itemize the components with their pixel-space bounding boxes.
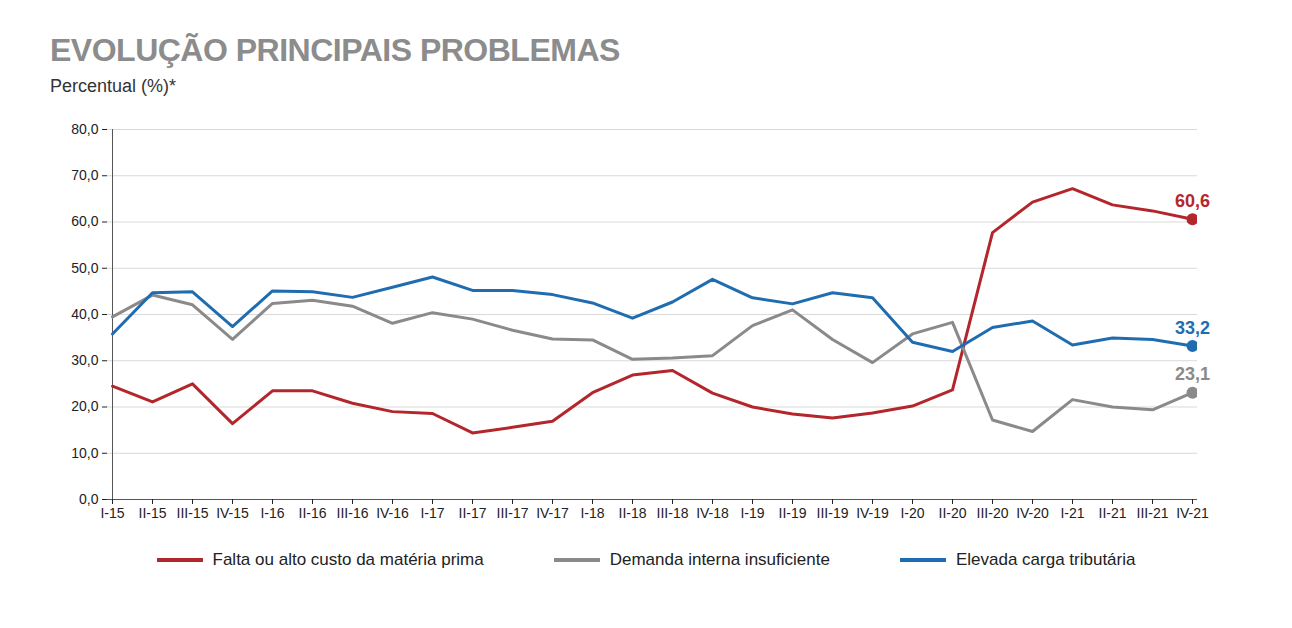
svg-text:IV-16: IV-16 <box>376 505 409 521</box>
svg-text:II-21: II-21 <box>1098 505 1126 521</box>
svg-text:I-15: I-15 <box>100 505 124 521</box>
svg-text:IV-18: IV-18 <box>696 505 729 521</box>
svg-text:II-15: II-15 <box>138 505 166 521</box>
html-text:Demanda interna insuficiente: Demanda interna insuficiente <box>609 550 830 569</box>
svg-text:20,0: 20,0 <box>71 398 98 414</box>
svg-text:III-15: III-15 <box>177 505 209 521</box>
svg-text:III-16: III-16 <box>337 505 369 521</box>
svg-text:IV-20: IV-20 <box>1016 505 1049 521</box>
svg-text:II-18: II-18 <box>618 505 646 521</box>
svg-text:33,2: 33,2 <box>1175 318 1210 338</box>
svg-text:30,0: 30,0 <box>71 352 98 368</box>
svg-text:III-21: III-21 <box>1137 505 1169 521</box>
svg-text:IV-19: IV-19 <box>856 505 889 521</box>
svg-text:III-17: III-17 <box>497 505 529 521</box>
svg-text:70,0: 70,0 <box>71 167 98 183</box>
html-text:Elevada carga tributária: Elevada carga tributária <box>955 550 1136 569</box>
html-text:Percentual (%)*: Percentual (%)* <box>50 76 177 96</box>
svg-text:IV-17: IV-17 <box>536 505 569 521</box>
svg-text:I-17: I-17 <box>420 505 444 521</box>
svg-text:II-20: II-20 <box>938 505 966 521</box>
svg-text:II-17: II-17 <box>458 505 486 521</box>
svg-text:IV-21: IV-21 <box>1176 505 1209 521</box>
svg-text:II-16: II-16 <box>298 505 326 521</box>
svg-text:10,0: 10,0 <box>71 445 98 461</box>
html-text:Falta ou alto custo da matéria: Falta ou alto custo da matéria prima <box>212 550 484 569</box>
svg-text:50,0: 50,0 <box>71 260 98 276</box>
svg-text:III-18: III-18 <box>657 505 689 521</box>
svg-text:I-21: I-21 <box>1060 505 1084 521</box>
svg-text:80,0: 80,0 <box>71 121 98 137</box>
svg-text:60,6: 60,6 <box>1175 191 1210 211</box>
svg-text:60,0: 60,0 <box>71 213 98 229</box>
svg-text:IV-15: IV-15 <box>216 505 249 521</box>
svg-text:0,0: 0,0 <box>79 491 99 507</box>
svg-text:II-19: II-19 <box>778 505 806 521</box>
html-text:EVOLUÇÃO PRINCIPAIS PROBLEMAS: EVOLUÇÃO PRINCIPAIS PROBLEMAS <box>50 32 620 68</box>
svg-text:III-20: III-20 <box>977 505 1009 521</box>
svg-text:I-20: I-20 <box>900 505 924 521</box>
svg-text:I-18: I-18 <box>580 505 604 521</box>
svg-text:I-16: I-16 <box>260 505 284 521</box>
svg-text:23,1: 23,1 <box>1175 364 1210 384</box>
svg-text:I-19: I-19 <box>740 505 764 521</box>
svg-text:40,0: 40,0 <box>71 306 98 322</box>
svg-text:III-19: III-19 <box>817 505 849 521</box>
